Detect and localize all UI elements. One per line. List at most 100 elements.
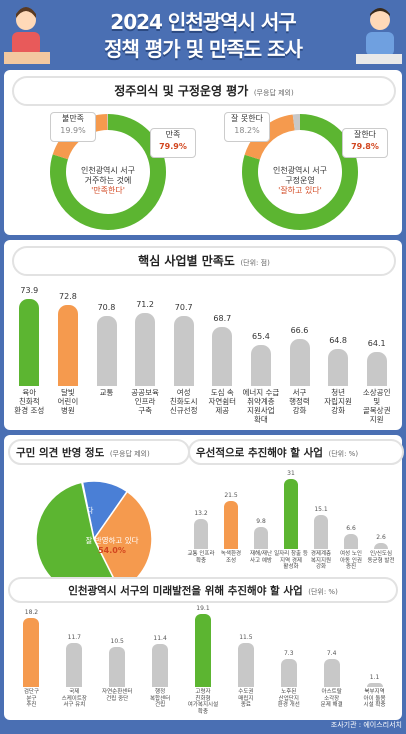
core-label-1: 달빛 어린이 병원: [57, 388, 79, 415]
future-value-5: 11.5: [239, 634, 253, 642]
donut1-center-em: '만족한다': [91, 186, 125, 195]
donut1-pos-value: 79.9%: [159, 142, 187, 151]
core-value-9: 64.1: [367, 339, 386, 349]
future-bar-4: [195, 614, 211, 687]
future-label-1: 국제 스케이트장 서구 유치: [61, 689, 87, 708]
future-bar-1: [66, 642, 83, 687]
future-note: (단위: %): [308, 588, 338, 596]
priority-title-pill: 우선적으로 추진해야 할 사업 (단위: %): [188, 439, 404, 465]
future-label-5: 수도권 매립지 종료: [238, 689, 254, 708]
core-bar-6: [250, 345, 271, 386]
donut2-neg-box: 잘 못한다 18.2%: [224, 112, 270, 142]
priority-label-0: 교통 인프라 확충: [187, 551, 215, 564]
core-value-6: 65.4: [251, 332, 270, 342]
core-bar-7: [289, 338, 310, 386]
priority-value-2: 9.8: [256, 517, 266, 525]
core-bar-5: [212, 327, 233, 386]
person-thinking-icon: [356, 8, 402, 64]
core-label-3: 공공보육 인프라 구축: [131, 388, 159, 415]
core-bar-chart: 73.9 육아 친화적 환경 조성 72.8 달빛 어린이 병원 70.8 교통 71.2 공공보육 인…: [10, 276, 396, 428]
section1-title: 정주의식 및 구정운영 평가: [114, 84, 249, 98]
priority-note: (단위: %): [328, 450, 359, 458]
core-value-8: 64.8: [329, 335, 347, 345]
page-title-line1: 2024 인천광역시 서구: [110, 10, 296, 34]
core-label-5: 도심 속 자연쉼터 제공: [208, 388, 237, 415]
priority-title: 우선적으로 추진해야 할 사업: [196, 447, 323, 459]
donut1-center: 인천광역시 서구 거주하는 것에 '만족한다': [66, 166, 150, 196]
future-bar-0: [23, 617, 40, 687]
core-label-0: 육아 친화적 환경 조성: [14, 388, 45, 415]
future-value-6: 7.3: [283, 650, 294, 658]
section1-note: (무응답 제외): [253, 89, 294, 97]
priority-bar-chart: 13.2 교통 인프라 확충 21.5 녹색환경 조성 9.8 재해/재난 사고 예방 31 일자리…: [186, 465, 396, 575]
priority-value-0: 13.2: [194, 510, 208, 518]
future-bar-6: [280, 659, 297, 687]
future-bar-3: [152, 643, 169, 687]
priority-bar-2: [254, 526, 268, 549]
priority-bar-4: [314, 515, 328, 549]
survey-credit: 조사기관 : 에이스리서치: [330, 721, 402, 729]
future-bar-8: [366, 682, 383, 687]
future-bar-chart: 18.2 검단구 분구 추진 11.7 국제 스케이트장 서구 유치 10.5 자연순환센터 건립 …: [10, 601, 396, 719]
priority-value-1: 21.5: [224, 491, 238, 499]
core-bar-3: [135, 313, 156, 386]
core-value-4: 70.7: [174, 303, 193, 313]
priority-label-3: 일자리 창출 등 지역 경제 활성화: [274, 551, 308, 570]
priority-bar-0: [194, 519, 208, 549]
core-title-pill: 핵심 사업별 만족도 (단위: 점): [12, 246, 396, 276]
priority-value-4: 15.1: [314, 506, 328, 514]
core-value-1: 72.8: [58, 291, 77, 301]
future-bar-7: [323, 658, 340, 687]
donut2-pos-label: 잘한다: [353, 130, 377, 139]
future-value-3: 11.4: [153, 634, 167, 642]
section2-note: (단위: 점): [240, 259, 270, 267]
priority-value-5: 6.6: [346, 525, 356, 533]
future-value-8: 1.1: [369, 673, 380, 681]
donut2-center-l2: 구정운영: [285, 176, 315, 185]
core-label-6: 에너지 수급 취약계층 지원사업 확대: [242, 388, 280, 424]
donut1-pos-box: 만족 79.9%: [150, 128, 196, 158]
donut2-pos-value: 79.8%: [351, 142, 379, 151]
donut2-pos-box: 잘한다 79.8%: [342, 128, 388, 158]
pie-label-2: 잘 반영하고 있다: [85, 535, 138, 545]
priority-label-4: 경제계층 복지지원 강화: [310, 551, 332, 570]
donut1-neg-box: 불만족 19.9%: [50, 112, 96, 142]
future-label-8: 북부지역 아이 돌봄 시설 확충: [363, 689, 386, 708]
donut1-center-l1: 인천광역시 서구: [80, 166, 136, 175]
future-bar-5: [237, 643, 254, 687]
priority-bar-1: [224, 500, 238, 549]
future-value-2: 10.5: [110, 638, 124, 646]
opinion-title-pill: 구민 의견 반영 정도 (무응답 제외): [8, 439, 190, 465]
core-label-8: 청년 자립지원 강화: [324, 388, 352, 415]
core-value-3: 71.2: [136, 300, 154, 310]
future-label-6: 노후된 산업단지 환경 개선: [277, 689, 300, 708]
donut1-positive-segment: [50, 114, 166, 230]
donut2-center: 인천광역시 서구 구정운영 '잘하고 있다': [258, 166, 342, 196]
priority-value-3: 31: [287, 470, 295, 478]
donut2-positive-segment: [242, 114, 358, 230]
donut1-neg-label: 불만족: [61, 114, 85, 123]
future-label-2: 자연순환센터 건립 중단: [102, 689, 133, 702]
priority-bar-3: [284, 479, 298, 549]
core-value-7: 66.6: [290, 325, 309, 335]
header-banner: 2024 인천광역시 서구 정책 평가 및 만족도 조사: [0, 0, 406, 70]
donut2-center-l1: 인천광역시 서구: [272, 166, 328, 175]
pie-value-2: 54.0%: [98, 546, 126, 555]
core-label-2: 교통: [99, 388, 114, 397]
core-bar-8: [328, 348, 349, 386]
residence-title-pill: 정주의식 및 구정운영 평가 (무응답 제외): [12, 76, 396, 106]
priority-label-5: 여성 노인 아동 인권 증진: [340, 551, 362, 570]
priority-label-1: 녹색환경 조성: [220, 551, 242, 564]
opinion-title: 구민 의견 반영 정도: [16, 447, 105, 459]
core-value-0: 73.9: [20, 285, 39, 295]
person-phone-icon: [4, 7, 50, 64]
core-label-7: 서구 행정력 강화: [289, 388, 310, 415]
page-title-line2: 정책 평가 및 만족도 조사: [104, 37, 303, 61]
donut1-center-l2: 거주하는 것에: [84, 176, 132, 185]
future-value-4: 19.1: [196, 605, 210, 613]
core-label-4: 여성 친화도시 신규선정: [169, 388, 198, 415]
future-value-1: 11.7: [67, 633, 81, 641]
donut1-neg-value: 19.9%: [60, 126, 86, 135]
residence-evaluation-panel: 정주의식 및 구정운영 평가 (무응답 제외) 인천광역시 서구 거주하는 것에…: [4, 70, 402, 235]
